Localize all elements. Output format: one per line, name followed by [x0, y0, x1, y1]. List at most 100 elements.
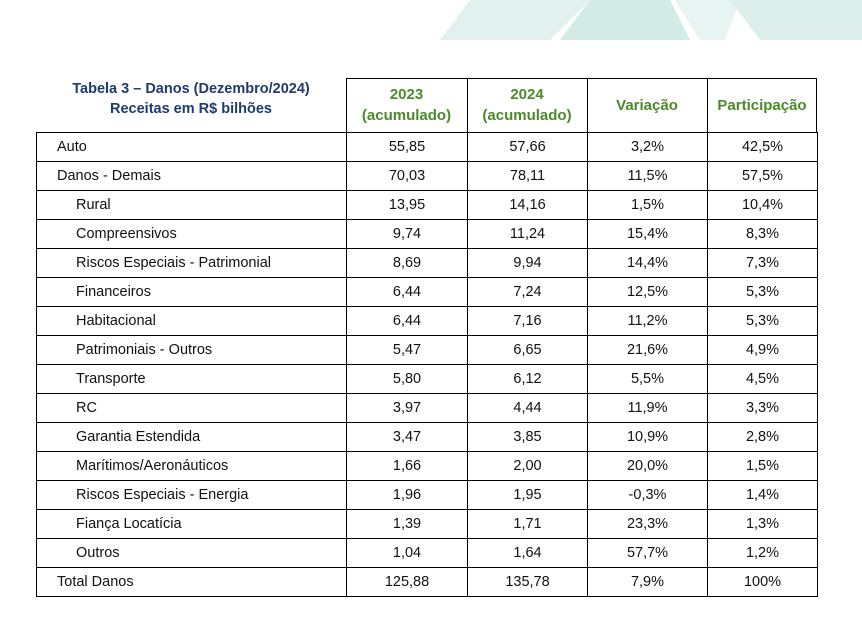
row-label: Financeiros	[36, 277, 347, 307]
variation-value: 12,5%	[587, 277, 708, 307]
row-label: Compreensivos	[36, 219, 347, 249]
header-box	[346, 78, 817, 132]
column-header-variation: Variação	[616, 96, 678, 114]
value-2023: 1,04	[346, 538, 468, 568]
table-row: Garantia Estendida 3,47 3,85 10,9% 2,8%	[36, 422, 818, 452]
table-row: Rural 13,95 14,16 1,5% 10,4%	[36, 190, 818, 220]
share-value: 10,4%	[707, 190, 818, 220]
revenue-table: Auto 55,85 57,66 3,2% 42,5% Danos - Demais 70,…	[36, 132, 818, 597]
table-row: Fiança Locatícia 1,39 1,71 23,3% 1,3%	[36, 509, 818, 539]
variation-value: 15,4%	[587, 219, 708, 249]
value-2024: 1,64	[467, 538, 588, 568]
table-row: Financeiros 6,44 7,24 12,5% 5,3%	[36, 277, 818, 307]
row-label: Marítimos/Aeronáuticos	[36, 451, 347, 481]
column-header-2023: 2023 (acumulado)	[361, 86, 452, 124]
value-2023: 6,44	[346, 306, 468, 336]
value-2023: 9,74	[346, 219, 468, 249]
share-value: 3,3%	[707, 393, 818, 423]
row-label: Total Danos	[36, 567, 347, 597]
value-2024: 135,78	[467, 567, 588, 597]
share-value: 4,9%	[707, 335, 818, 365]
share-value: 42,5%	[707, 132, 818, 162]
row-label: Habitacional	[36, 306, 347, 336]
variation-value: 11,5%	[587, 161, 708, 191]
table-row: Marítimos/Aeronáuticos 1,66 2,00 20,0% 1,5%	[36, 451, 818, 481]
table-row: Riscos Especiais - Patrimonial 8,69 9,94 14…	[36, 248, 818, 278]
row-label: Danos - Demais	[36, 161, 347, 191]
column-header-share: Participação	[717, 96, 807, 114]
row-label: Auto	[36, 132, 347, 162]
table-row: Transporte 5,80 6,12 5,5% 4,5%	[36, 364, 818, 394]
row-label: Garantia Estendida	[36, 422, 347, 452]
share-value: 7,3%	[707, 248, 818, 278]
table-title-line1: Tabela 3 – Danos (Dezembro/2024)	[72, 81, 310, 97]
value-2024: 4,44	[467, 393, 588, 423]
row-label: RC	[36, 393, 347, 423]
variation-value: -0,3%	[587, 480, 708, 510]
table-row: Danos - Demais 70,03 78,11 11,5% 57,5%	[36, 161, 818, 191]
variation-value: 21,6%	[587, 335, 708, 365]
table-row: Riscos Especiais - Energia 1,96 1,95 -0,3% 1…	[36, 480, 818, 510]
variation-value: 11,2%	[587, 306, 708, 336]
value-2024: 14,16	[467, 190, 588, 220]
share-value: 2,8%	[707, 422, 818, 452]
table-row: Habitacional 6,44 7,16 11,2% 5,3%	[36, 306, 818, 336]
value-2023: 125,88	[346, 567, 468, 597]
value-2024: 9,94	[467, 248, 588, 278]
row-label: Riscos Especiais - Energia	[36, 480, 347, 510]
value-2024: 3,85	[467, 422, 588, 452]
value-2024: 7,16	[467, 306, 588, 336]
table-row: Total Danos 125,88 135,78 7,9% 100%	[36, 567, 818, 597]
row-label: Outros	[36, 538, 347, 568]
variation-value: 10,9%	[587, 422, 708, 452]
value-2024: 78,11	[467, 161, 588, 191]
share-value: 1,5%	[707, 451, 818, 481]
row-label: Rural	[36, 190, 347, 220]
value-2023: 13,95	[346, 190, 468, 220]
table-row: Patrimoniais - Outros 5,47 6,65 21,6% 4,9%	[36, 335, 818, 365]
row-label: Transporte	[36, 364, 347, 394]
column-header-2024: 2024 (acumulado)	[482, 86, 572, 124]
share-value: 100%	[707, 567, 818, 597]
share-value: 1,2%	[707, 538, 818, 568]
row-label: Patrimoniais - Outros	[36, 335, 347, 365]
value-2023: 55,85	[346, 132, 468, 162]
share-value: 4,5%	[707, 364, 818, 394]
table-row: Auto 55,85 57,66 3,2% 42,5%	[36, 132, 818, 162]
value-2023: 8,69	[346, 248, 468, 278]
value-2023: 5,47	[346, 335, 468, 365]
value-2024: 1,95	[467, 480, 588, 510]
share-value: 5,3%	[707, 306, 818, 336]
value-2023: 5,80	[346, 364, 468, 394]
variation-value: 7,9%	[587, 567, 708, 597]
value-2024: 2,00	[467, 451, 588, 481]
value-2023: 70,03	[346, 161, 468, 191]
table-title: Tabela 3 – Danos (Dezembro/2024) Receita…	[36, 74, 346, 124]
row-label: Riscos Especiais - Patrimonial	[36, 248, 347, 278]
table-row: Compreensivos 9,74 11,24 15,4% 8,3%	[36, 219, 818, 249]
value-2024: 11,24	[467, 219, 588, 249]
value-2023: 3,97	[346, 393, 468, 423]
table-row: RC 3,97 4,44 11,9% 3,3%	[36, 393, 818, 423]
share-value: 57,5%	[707, 161, 818, 191]
value-2024: 57,66	[467, 132, 588, 162]
table-row: Outros 1,04 1,64 57,7% 1,2%	[36, 538, 818, 568]
value-2023: 6,44	[346, 277, 468, 307]
variation-value: 3,2%	[587, 132, 708, 162]
share-value: 1,3%	[707, 509, 818, 539]
variation-value: 23,3%	[587, 509, 708, 539]
variation-value: 14,4%	[587, 248, 708, 278]
variation-value: 20,0%	[587, 451, 708, 481]
share-value: 1,4%	[707, 480, 818, 510]
value-2024: 6,65	[467, 335, 588, 365]
value-2024: 7,24	[467, 277, 588, 307]
variation-value: 57,7%	[587, 538, 708, 568]
variation-value: 5,5%	[587, 364, 708, 394]
value-2024: 6,12	[467, 364, 588, 394]
value-2024: 1,71	[467, 509, 588, 539]
share-value: 8,3%	[707, 219, 818, 249]
row-label: Fiança Locatícia	[36, 509, 347, 539]
variation-value: 1,5%	[587, 190, 708, 220]
share-value: 5,3%	[707, 277, 818, 307]
value-2023: 3,47	[346, 422, 468, 452]
